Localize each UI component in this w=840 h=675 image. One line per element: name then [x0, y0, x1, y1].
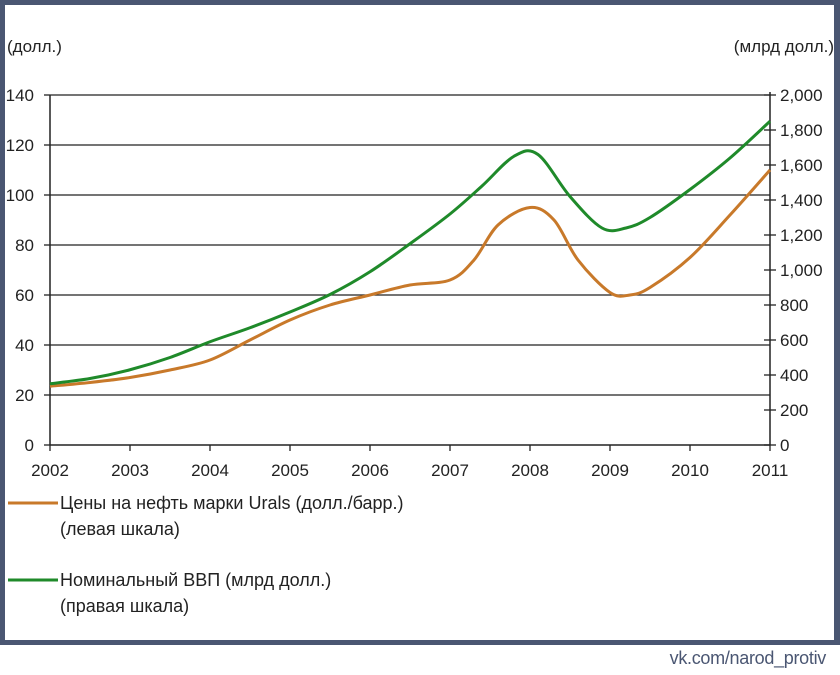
x-tick-label: 2007: [431, 461, 469, 480]
legend-label-oil-scale: (левая шкала): [60, 519, 180, 539]
right-tick-label: 1,000: [780, 261, 823, 280]
legend-label-gdp: Номинальный ВВП (млрд долл.): [60, 570, 331, 590]
left-tick-label: 80: [15, 236, 34, 255]
watermark-link[interactable]: vk.com/narod_protiv: [669, 648, 827, 668]
legend: Цены на нефть марки Urals (долл./барр.) …: [8, 493, 404, 616]
right-tick-label: 400: [780, 366, 808, 385]
x-tick-label: 2009: [591, 461, 629, 480]
gridlines: [50, 94, 770, 396]
right-tick-label: 800: [780, 296, 808, 315]
x-tick-label: 2002: [31, 461, 69, 480]
x-tick-label: 2004: [191, 461, 229, 480]
series: [49, 120, 772, 388]
left-tick-label: 60: [15, 286, 34, 305]
x-tick-label: 2006: [351, 461, 389, 480]
right-tick-label: 1,200: [780, 226, 823, 245]
right-tick-label: 1,600: [780, 156, 823, 175]
left-tick-label: 140: [6, 86, 34, 105]
right-tick-label: 200: [780, 401, 808, 420]
left-tick-label: 120: [6, 136, 34, 155]
right-tick-label: 0: [780, 436, 789, 455]
x-tick-label: 2008: [511, 461, 549, 480]
chart-frame: [0, 0, 840, 645]
series-line-gdp: [49, 120, 772, 386]
chart-svg: 0 20 40 60 80 100 120 140 0 200 400 600 800 1,000 1,20…: [6, 37, 834, 616]
left-axis-unit: (долл.): [7, 37, 62, 56]
axes: 0 20 40 60 80 100 120 140 0 200 400 600 800 1,000 1,20…: [6, 86, 823, 480]
right-axis-unit: (млрд долл.): [734, 37, 834, 56]
x-tick-label: 2010: [671, 461, 709, 480]
series-line-oil-price: [49, 169, 772, 388]
right-tick-label: 600: [780, 331, 808, 350]
left-tick-label: 100: [6, 186, 34, 205]
legend-label-gdp-scale: (правая шкала): [60, 596, 189, 616]
left-tick-label: 40: [15, 336, 34, 355]
legend-label-oil: Цены на нефть марки Urals (долл./барр.): [60, 493, 404, 513]
right-tick-label: 2,000: [780, 86, 823, 105]
x-tick-label: 2003: [111, 461, 149, 480]
left-tick-label: 20: [15, 386, 34, 405]
right-tick-label: 1,800: [780, 121, 823, 140]
left-tick-label: 0: [25, 436, 34, 455]
x-tick-label: 2005: [271, 461, 309, 480]
x-tick-label: 2011: [752, 461, 789, 480]
right-tick-label: 1,400: [780, 191, 823, 210]
